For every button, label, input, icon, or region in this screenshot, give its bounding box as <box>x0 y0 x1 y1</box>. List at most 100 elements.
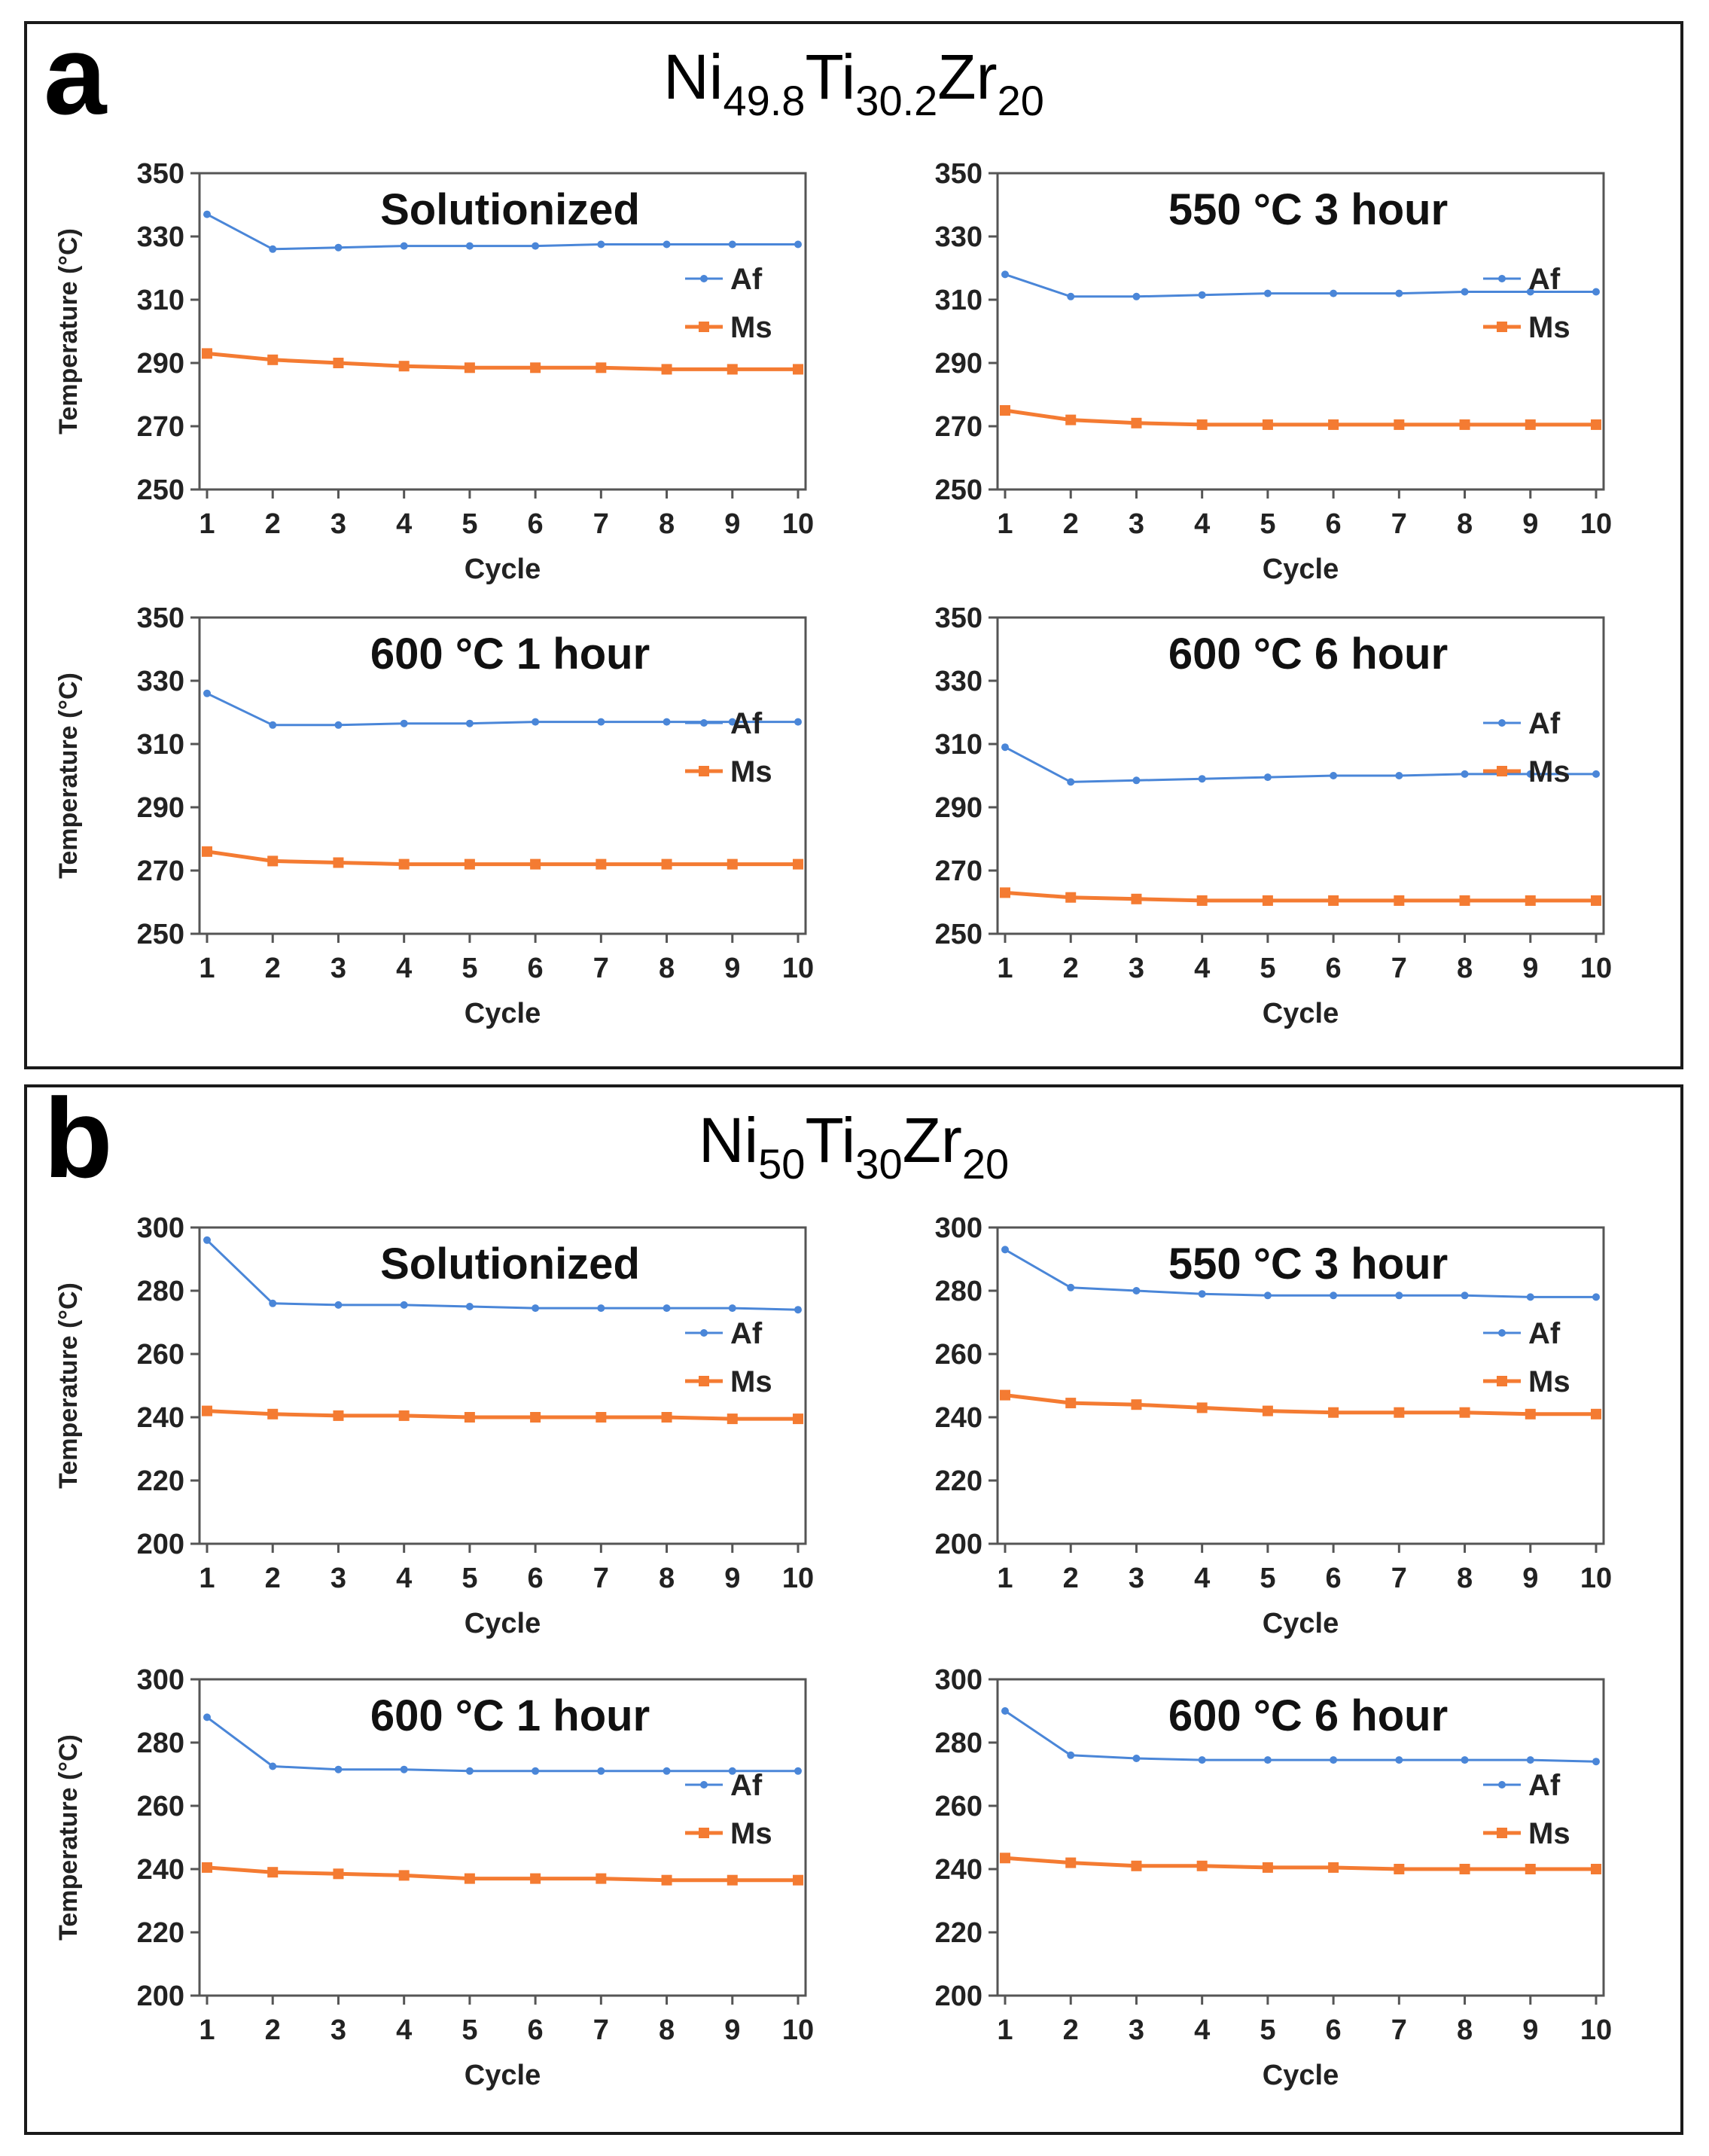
y-tick-label: 300 <box>935 1664 982 1696</box>
data-point-af <box>400 1765 408 1773</box>
series-line-ms <box>206 1865 798 1883</box>
x-tick-label: 6 <box>528 953 544 984</box>
x-tick-label: 10 <box>1580 508 1612 540</box>
title-ti-subscript: 30.2 <box>855 77 938 124</box>
x-tick-label: 7 <box>593 953 609 984</box>
data-point-af <box>1001 270 1009 279</box>
y-tick-label: 200 <box>935 1981 982 2012</box>
plot-area <box>996 172 1605 491</box>
data-point-ms <box>464 1412 475 1423</box>
data-point-af <box>465 1767 474 1775</box>
series-line-af <box>1004 1249 1596 1298</box>
legend-marker-af <box>1498 1781 1506 1789</box>
x-tick-label: 8 <box>1457 2014 1473 2046</box>
y-tick-label: 300 <box>137 1212 184 1244</box>
data-point-ms <box>1000 1853 1010 1864</box>
data-point-ms <box>661 364 672 375</box>
chart-a-solutionized: 350 330 310 290 270 250 1 2 3 4 5 6 7 8 9 10 Cycle Temper… <box>54 158 814 585</box>
data-point-ms <box>1525 419 1536 430</box>
y-tick-label: 250 <box>137 474 184 506</box>
y-tick-label: 240 <box>935 1402 982 1434</box>
data-point-ms <box>1394 1407 1405 1418</box>
x-tick-label: 7 <box>1391 2014 1407 2046</box>
legend-label-af: Af <box>730 1317 763 1350</box>
data-point-af <box>1330 1756 1338 1764</box>
x-axis-label: Cycle <box>465 2060 541 2091</box>
y-tick-label: 330 <box>137 666 184 697</box>
x-tick-label: 9 <box>724 508 740 540</box>
x-tick-label: 5 <box>462 1563 477 1594</box>
data-point-af <box>400 719 408 727</box>
data-point-ms <box>267 1408 279 1420</box>
y-tick-label: 300 <box>935 1212 982 1244</box>
legend-label-af: Af <box>1528 263 1561 296</box>
plot-area <box>198 172 807 491</box>
data-point-ms <box>1525 895 1536 906</box>
series-line-af <box>206 692 798 727</box>
data-point-af <box>1592 1293 1600 1301</box>
x-tick-label: 6 <box>1326 2014 1342 2046</box>
data-point-ms <box>202 1862 212 1873</box>
y-tick-label: 270 <box>935 855 982 887</box>
data-point-ms <box>1328 895 1339 906</box>
data-point-af <box>1526 770 1534 778</box>
data-point-af <box>1198 1290 1206 1298</box>
data-point-ms <box>793 364 803 375</box>
data-point-af <box>465 242 474 250</box>
data-point-af <box>663 1304 671 1313</box>
data-point-ms <box>727 1413 738 1425</box>
data-point-af <box>728 1767 736 1775</box>
data-point-ms <box>1459 1407 1470 1418</box>
legend-marker-af <box>700 1781 708 1789</box>
x-axis-label: Cycle <box>1263 1608 1339 1639</box>
data-point-ms <box>727 364 738 375</box>
legend-marker-ms <box>699 1376 709 1386</box>
title-zr-subscript: 20 <box>961 1140 1010 1188</box>
y-tick-label: 200 <box>137 1529 184 1560</box>
y-tick-label: 200 <box>137 1981 184 2012</box>
x-tick-label: 2 <box>1063 953 1079 984</box>
data-point-af <box>1395 772 1403 779</box>
plot-area <box>198 1226 807 1545</box>
legend-label-af: Af <box>1528 707 1561 740</box>
data-point-ms <box>530 858 541 870</box>
data-point-ms <box>202 348 212 359</box>
data-point-ms <box>1131 1860 1142 1871</box>
data-point-ms <box>596 362 607 374</box>
series-line-ms <box>1004 890 1596 903</box>
data-point-af <box>1461 1291 1469 1300</box>
x-tick-label: 5 <box>462 508 477 540</box>
data-point-af <box>794 1767 802 1775</box>
data-point-af <box>1461 770 1469 778</box>
data-point-af <box>1592 770 1600 778</box>
panel-title: Ni50Ti30Zr20 <box>27 1102 1680 1189</box>
data-point-af <box>532 242 540 250</box>
data-point-af <box>465 719 474 727</box>
panel-letter: b <box>44 1075 113 1201</box>
y-tick-label: 250 <box>935 474 982 506</box>
y-tick-label: 220 <box>137 1917 184 1949</box>
x-tick-label: 3 <box>331 2014 346 2046</box>
data-point-ms <box>398 1410 410 1421</box>
data-point-ms <box>1262 419 1273 430</box>
y-tick-label: 310 <box>935 285 982 316</box>
legend-marker-af <box>1498 1329 1506 1337</box>
series-line-ms <box>1004 1856 1596 1871</box>
y-tick-label: 200 <box>935 1529 982 1560</box>
x-tick-label: 5 <box>1260 953 1275 984</box>
data-point-af <box>532 1767 540 1775</box>
legend-label-ms: Ms <box>1528 1365 1570 1398</box>
y-tick-label: 260 <box>935 1791 982 1822</box>
data-point-af <box>1395 289 1403 297</box>
data-point-ms <box>530 1873 541 1884</box>
x-tick-label: 2 <box>265 953 281 984</box>
plot-area <box>996 1678 1605 1997</box>
x-tick-label: 2 <box>1063 1563 1079 1594</box>
data-point-ms <box>661 1412 672 1423</box>
data-point-ms <box>727 1874 738 1886</box>
x-tick-label: 8 <box>659 953 675 984</box>
data-point-ms <box>398 1870 410 1881</box>
chart-title: 550 °C 3 hour <box>1168 185 1448 234</box>
data-point-af <box>728 1304 736 1313</box>
data-point-ms <box>1459 895 1470 906</box>
